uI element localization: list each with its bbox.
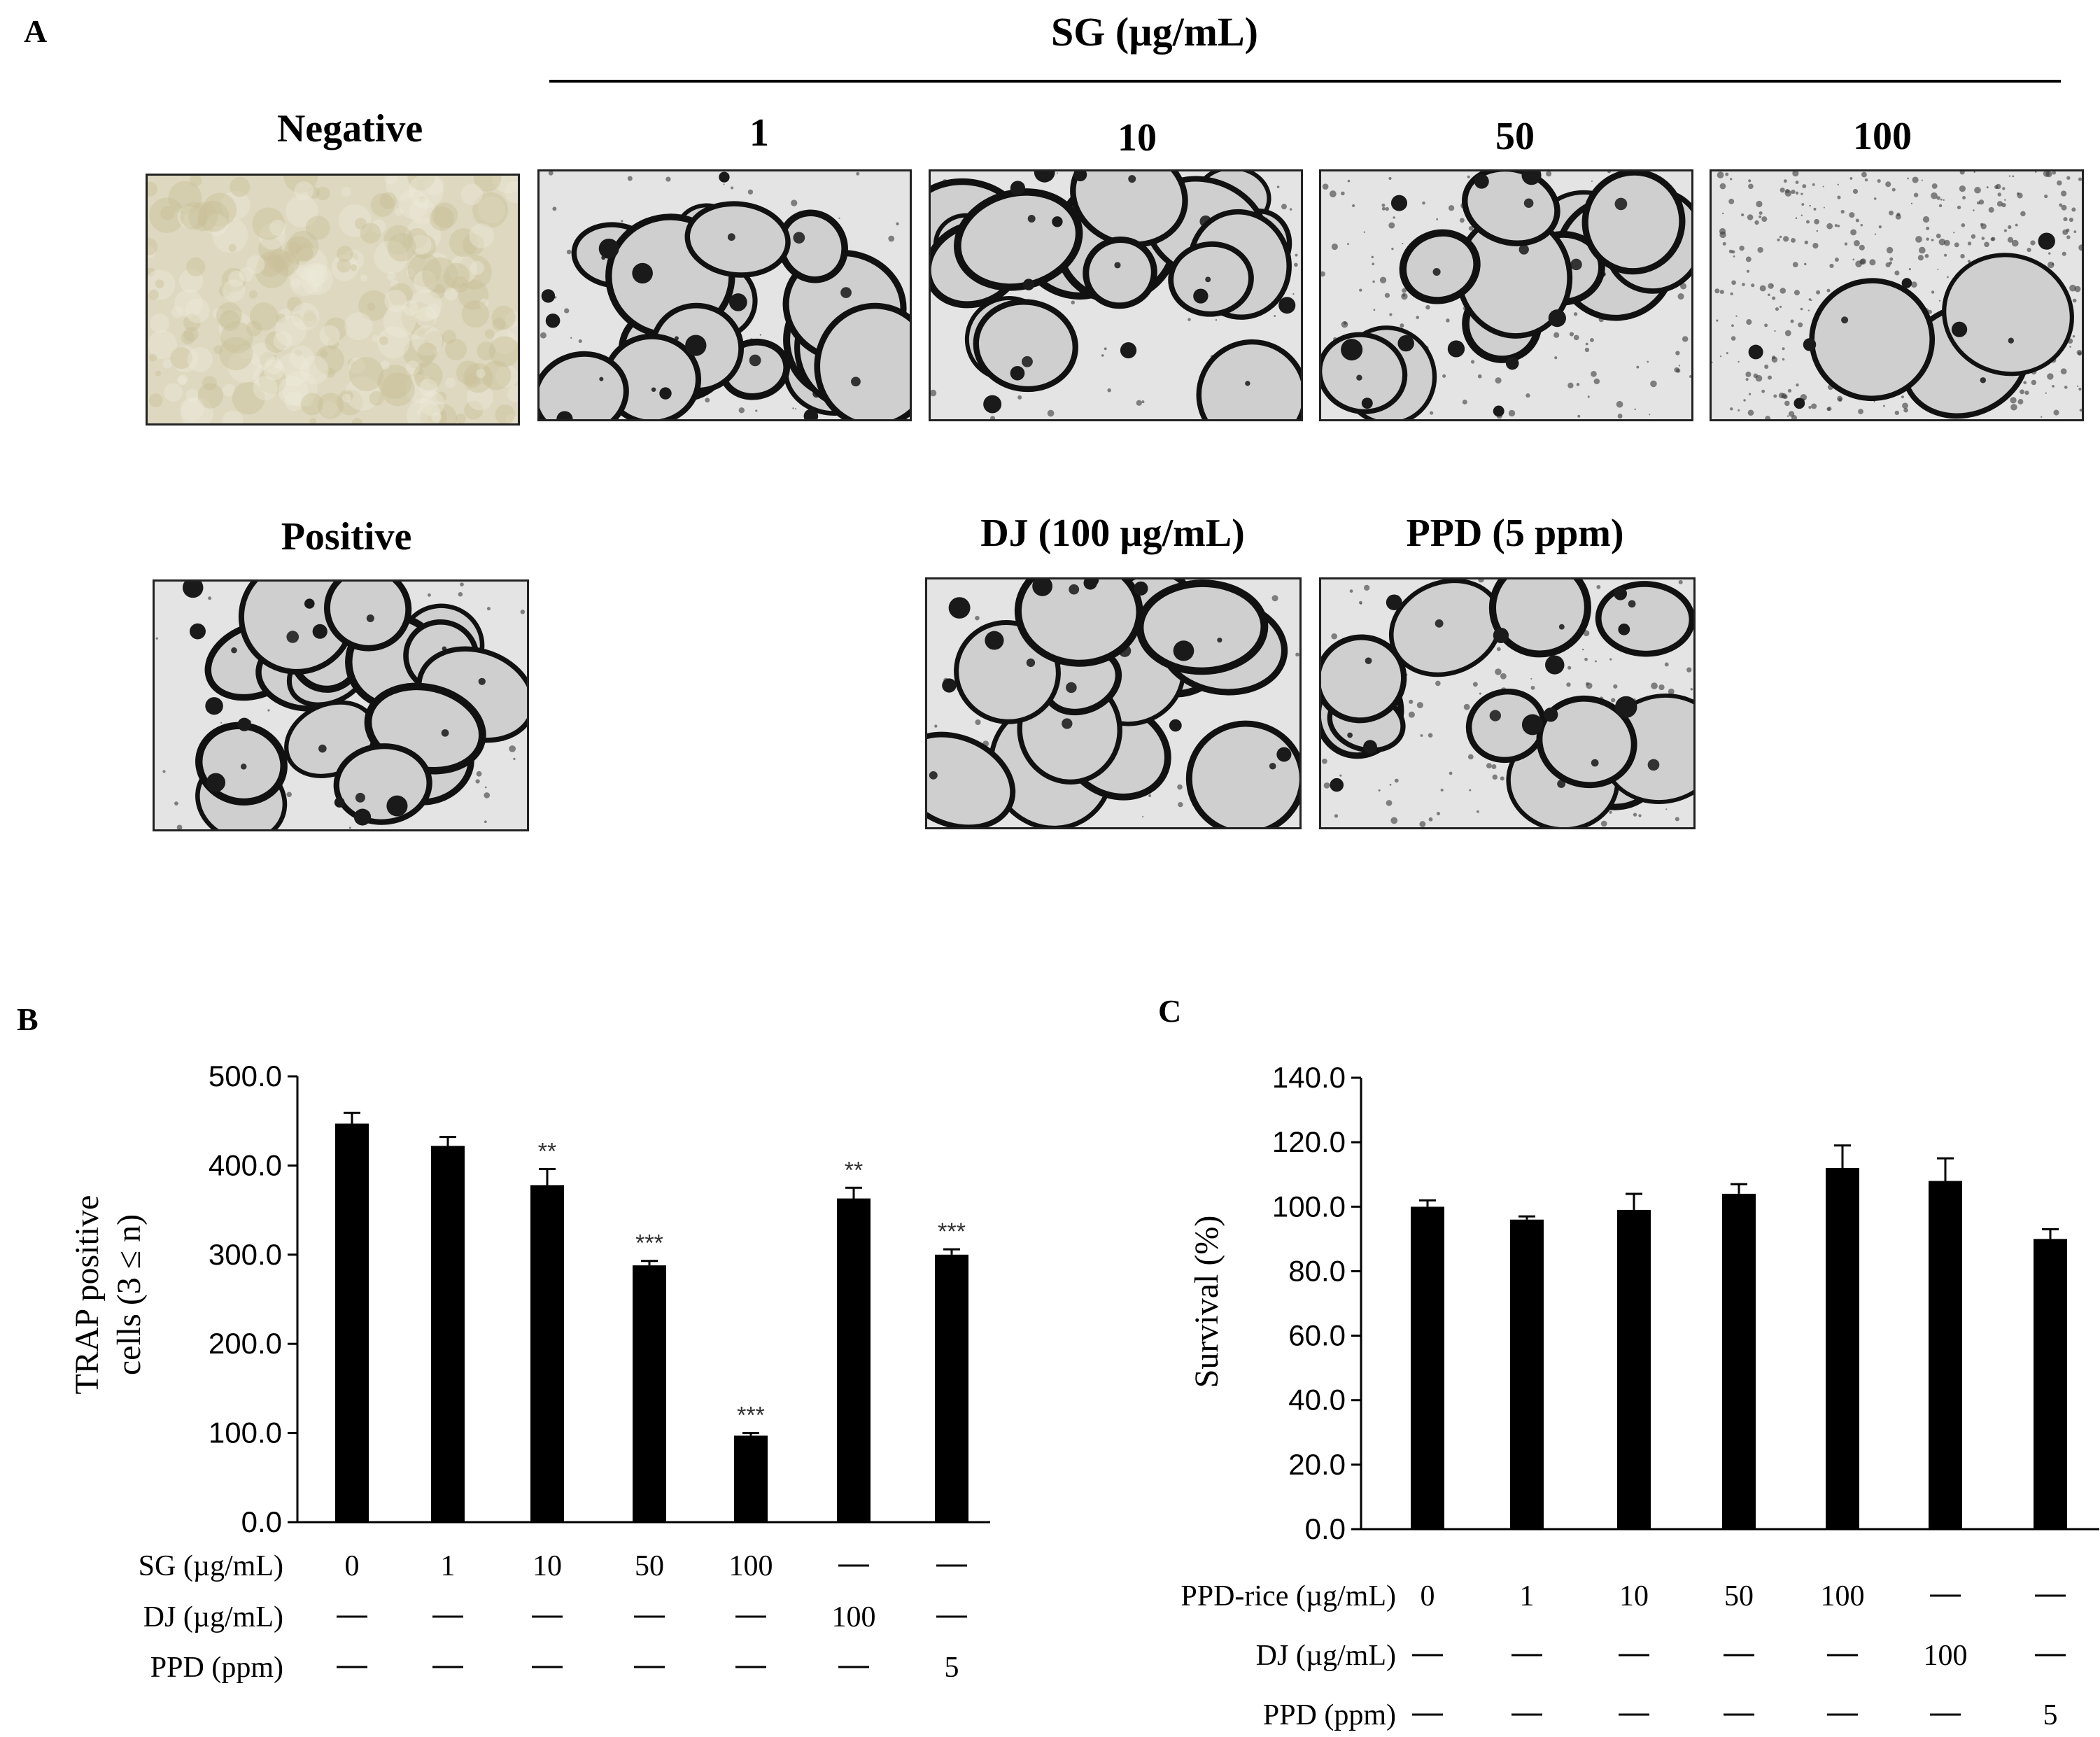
chart-b-cell: 0 xyxy=(345,1550,360,1582)
chart-b-row-label: SG (µg/mL) xyxy=(139,1550,283,1582)
micrograph-negative xyxy=(146,174,520,426)
chart-b-significance: *** xyxy=(635,1230,663,1257)
chart-c-ytick-label: 20.0 xyxy=(1288,1448,1346,1481)
chart-c-bar xyxy=(1929,1181,1962,1529)
chart-b-ytick-label: 100.0 xyxy=(209,1416,282,1449)
micrograph-sg-1 xyxy=(537,169,912,421)
chart-b-significance: ** xyxy=(538,1138,556,1165)
chart-c-row-label: PPD-rice (µg/mL) xyxy=(1181,1580,1396,1612)
chart-c-row-label: DJ (µg/mL) xyxy=(1256,1640,1396,1672)
chart-b-row-label: PPD (ppm) xyxy=(150,1652,283,1684)
chart-c-ytick-label: 0.0 xyxy=(1305,1512,1346,1545)
chart-c-bar xyxy=(1722,1193,1756,1529)
micrograph-sg-100 xyxy=(1710,169,2084,421)
title-negative: Negative xyxy=(276,107,423,150)
chart-c-ytick-label: 120.0 xyxy=(1272,1125,1346,1158)
sg-concentration-header: SG (µg/mL) xyxy=(1050,9,1259,55)
chart-b-bar xyxy=(837,1198,871,1522)
chart-c: 0.0 20.0 40.0 60.0 80.0 100.0 120.0 140.0 PPD-ri… xyxy=(1181,1061,2099,1731)
chart-b-bar xyxy=(633,1265,666,1522)
chart-c-bar xyxy=(1826,1168,1859,1529)
svg-text:Survival (%): Survival (%) xyxy=(1188,1216,1225,1388)
chart-b-ytick-label: 500.0 xyxy=(209,1060,282,1092)
chart-c-cell: 50 xyxy=(1724,1580,1754,1612)
title-sg-1: 1 xyxy=(749,111,769,155)
chart-b-ytick-label: 0.0 xyxy=(241,1505,282,1538)
chart-b-ytick-label: 300.0 xyxy=(209,1238,282,1271)
chart-b-significance: *** xyxy=(938,1218,966,1245)
title-sg-100: 100 xyxy=(1853,115,1912,158)
chart-b-ytick-label: 200.0 xyxy=(209,1327,282,1360)
chart-c-cell: 5 xyxy=(2043,1699,2058,1731)
title-sg-50: 50 xyxy=(1495,115,1535,158)
chart-b-bar xyxy=(935,1254,968,1522)
chart-c-ylabel: Survival (%) xyxy=(1188,1216,1225,1388)
chart-b-cell: 50 xyxy=(635,1550,664,1582)
chart-b-row-label: DJ (µg/mL) xyxy=(143,1601,283,1633)
chart-c-cell: 10 xyxy=(1619,1580,1649,1612)
chart-c-bar xyxy=(2034,1239,2067,1529)
panel-c-letter: C xyxy=(1158,993,1182,1029)
micrograph-dj xyxy=(925,577,1302,829)
chart-c-ytick-label: 140.0 xyxy=(1272,1061,1346,1094)
chart-b-cell: 100 xyxy=(729,1550,773,1582)
svg-text:cells (3 ≤ n): cells (3 ≤ n) xyxy=(111,1214,148,1375)
chart-c-cell: 1 xyxy=(1520,1580,1535,1612)
chart-c-cell: 100 xyxy=(1821,1580,1865,1612)
chart-c-ytick-label: 40.0 xyxy=(1288,1384,1346,1416)
title-sg-10: 10 xyxy=(1118,116,1157,160)
chart-c-ytick-label: 60.0 xyxy=(1288,1319,1346,1352)
chart-b-ylabel: TRAP positive cells (3 ≤ n) xyxy=(69,1195,148,1395)
chart-c-ytick-label: 100.0 xyxy=(1272,1190,1346,1223)
chart-b-cell: 10 xyxy=(533,1550,562,1582)
title-ppd: PPD (5 ppm) xyxy=(1406,512,1624,555)
micrograph-sg-10 xyxy=(929,169,1303,421)
chart-c-row-label: PPD (ppm) xyxy=(1263,1699,1396,1731)
panel-a-letter: A xyxy=(24,13,48,49)
chart-c-bar xyxy=(1617,1209,1651,1529)
chart-b-bar xyxy=(530,1185,564,1522)
micrograph-positive xyxy=(153,579,529,831)
chart-b-significance: ** xyxy=(845,1157,863,1183)
title-positive: Positive xyxy=(281,515,412,558)
chart-c-cell: 100 xyxy=(1924,1640,1968,1672)
chart-c-bar xyxy=(1411,1207,1444,1529)
micrograph-ppd xyxy=(1319,577,1696,829)
chart-b-bar xyxy=(335,1123,369,1522)
chart-b: 0.0100.0200.0300.0400.0500.0************… xyxy=(69,1060,990,1684)
chart-b-cell: 1 xyxy=(441,1550,456,1582)
svg-text:TRAP positive: TRAP positive xyxy=(69,1195,106,1395)
chart-c-ytick-label: 80.0 xyxy=(1288,1254,1346,1287)
panel-b-letter: B xyxy=(17,1001,38,1037)
chart-b-bar xyxy=(431,1146,465,1522)
chart-b-cell: 5 xyxy=(945,1652,959,1684)
chart-b-cell: 100 xyxy=(832,1601,876,1633)
chart-b-bar xyxy=(734,1435,768,1522)
chart-b-ytick-label: 400.0 xyxy=(209,1148,282,1181)
title-dj: DJ (100 µg/mL) xyxy=(980,512,1245,555)
chart-b-significance: *** xyxy=(737,1402,765,1429)
micrograph-sg-50 xyxy=(1319,169,1693,421)
sg-header-rule xyxy=(549,80,2061,83)
chart-c-bar xyxy=(1510,1219,1544,1529)
chart-c-cell: 0 xyxy=(1421,1580,1435,1612)
